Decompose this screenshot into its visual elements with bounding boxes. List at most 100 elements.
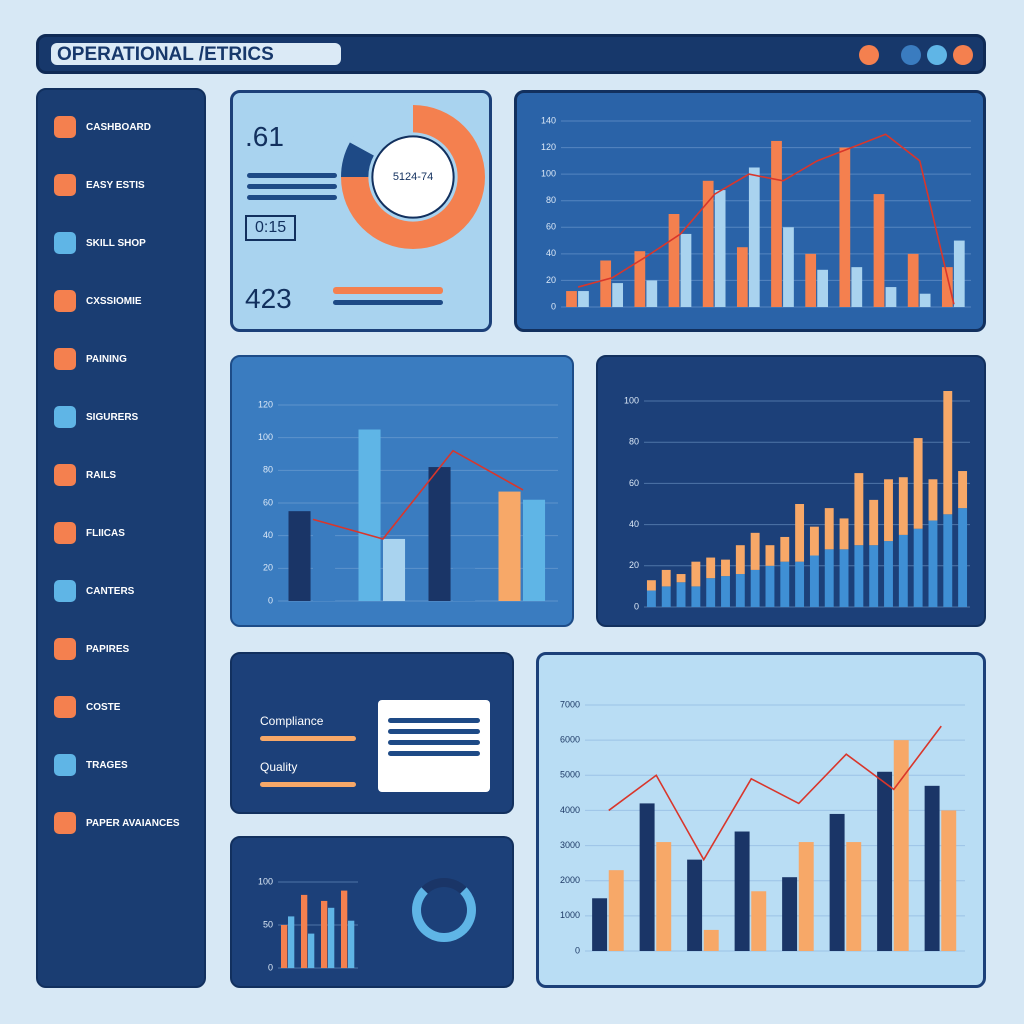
bar — [873, 194, 885, 307]
bar — [600, 260, 612, 307]
bar — [566, 291, 577, 307]
bar — [288, 511, 311, 601]
bar-segment — [854, 473, 864, 546]
bar-segment — [824, 508, 834, 550]
bar-segment — [884, 541, 893, 607]
icon[interactable] — [953, 45, 973, 65]
bar — [885, 287, 897, 307]
bar — [703, 929, 719, 951]
bar — [612, 283, 624, 307]
bar-segment — [898, 534, 908, 607]
nav-item[interactable]: PAPER AVAIANCES — [38, 794, 204, 852]
nav-label: PAPER AVAIANCES — [86, 817, 180, 829]
chart: 0 20 40 60 80 100 — [624, 391, 970, 611]
y-tick-label: 140 — [541, 115, 556, 125]
bar — [313, 522, 336, 601]
bar — [498, 491, 521, 601]
bar-segment — [691, 586, 701, 607]
y-tick-label: 50 — [263, 919, 273, 929]
icon[interactable] — [927, 45, 947, 65]
nav-icon — [54, 522, 76, 544]
bar-segment — [721, 559, 730, 577]
bar — [839, 147, 851, 307]
bar-segment — [676, 574, 686, 583]
bar-segment — [691, 561, 701, 587]
bar — [608, 870, 624, 951]
nav-icon — [54, 696, 76, 718]
donut-label: 5124-74 — [393, 171, 433, 183]
nav-item[interactable]: PAINING — [38, 330, 204, 388]
bar-segment — [750, 569, 760, 607]
nav-label: CANTERS — [86, 585, 135, 597]
bar-segment — [735, 574, 745, 607]
nav-label: TRAGES — [86, 759, 128, 771]
y-tick-label: 0 — [634, 601, 639, 611]
y-tick-label: 20 — [263, 563, 273, 573]
y-tick-label: 4000 — [560, 805, 580, 815]
line-series — [312, 449, 524, 540]
nav-item[interactable]: EASY ESTIS — [38, 156, 204, 214]
bar — [714, 190, 726, 307]
bar — [748, 167, 760, 307]
bar — [453, 568, 476, 601]
bar — [893, 740, 909, 951]
nav-item[interactable]: COSTE — [38, 678, 204, 736]
nav-item[interactable]: TRAGES — [38, 736, 204, 794]
nav-item[interactable]: CXSSIOMIE — [38, 272, 204, 330]
y-tick-label: 80 — [629, 437, 639, 447]
bar-segment — [661, 569, 671, 587]
nav-item[interactable]: SIGURERS — [38, 388, 204, 446]
y-tick-label: 0 — [268, 962, 273, 972]
kpi-value: 423 — [245, 283, 292, 314]
bar — [523, 499, 546, 601]
y-tick-label: 40 — [263, 530, 273, 540]
y-tick-label: 0 — [575, 945, 580, 955]
bar-segment — [943, 391, 953, 515]
y-tick-label: 120 — [541, 142, 556, 152]
bar — [702, 180, 714, 307]
bar — [919, 293, 931, 307]
nav-item[interactable]: CANTERS — [38, 562, 204, 620]
icon[interactable] — [901, 45, 921, 65]
nav-item[interactable]: PAPIRES — [38, 620, 204, 678]
bar-segment — [958, 508, 968, 607]
bar-segment — [884, 479, 893, 542]
task-panel: Compliance Quality — [230, 652, 514, 814]
y-tick-label: 60 — [263, 497, 273, 507]
chart-panel: 0 1000 2000 3000 4000 5000 6000 7000 — [536, 652, 986, 988]
bar-segment — [795, 561, 805, 607]
chart-panel: 0 50 100 — [230, 836, 514, 988]
bar-segment — [780, 561, 790, 607]
nav-icon — [54, 638, 76, 660]
nav-item[interactable]: CASHBOARD — [38, 98, 204, 156]
y-tick-label: 3000 — [560, 840, 580, 850]
y-tick-label: 100 — [258, 432, 273, 442]
nav-item[interactable]: RAILS — [38, 446, 204, 504]
bar-segment — [646, 590, 656, 607]
bar — [829, 813, 845, 951]
bar — [656, 842, 672, 951]
bar-segment — [750, 532, 760, 570]
y-tick-label: 80 — [263, 465, 273, 475]
bar — [348, 920, 355, 968]
bar — [281, 925, 288, 968]
icon[interactable] — [859, 45, 879, 65]
nav-item[interactable]: SKILL SHOP — [38, 214, 204, 272]
bar-segment — [898, 477, 908, 535]
line-series — [577, 133, 955, 305]
bar — [668, 214, 680, 307]
nav-icon — [54, 232, 76, 254]
nav-label: CASHBOARD — [86, 121, 151, 133]
nav-label: PAPIRES — [86, 643, 130, 655]
nav-icon — [54, 116, 76, 138]
chart: 0 1000 2000 3000 4000 5000 6000 7000 — [560, 699, 965, 955]
bar-segment — [839, 549, 849, 607]
nav-label: PAINING — [86, 353, 127, 365]
nav-item[interactable]: FLIICAS — [38, 504, 204, 562]
bar-segment — [721, 576, 730, 607]
bar-segment — [913, 438, 923, 529]
bar-segment — [809, 526, 819, 556]
bar — [358, 429, 381, 601]
chart: 0 20 40 60 80 100 120 140 — [541, 115, 971, 311]
